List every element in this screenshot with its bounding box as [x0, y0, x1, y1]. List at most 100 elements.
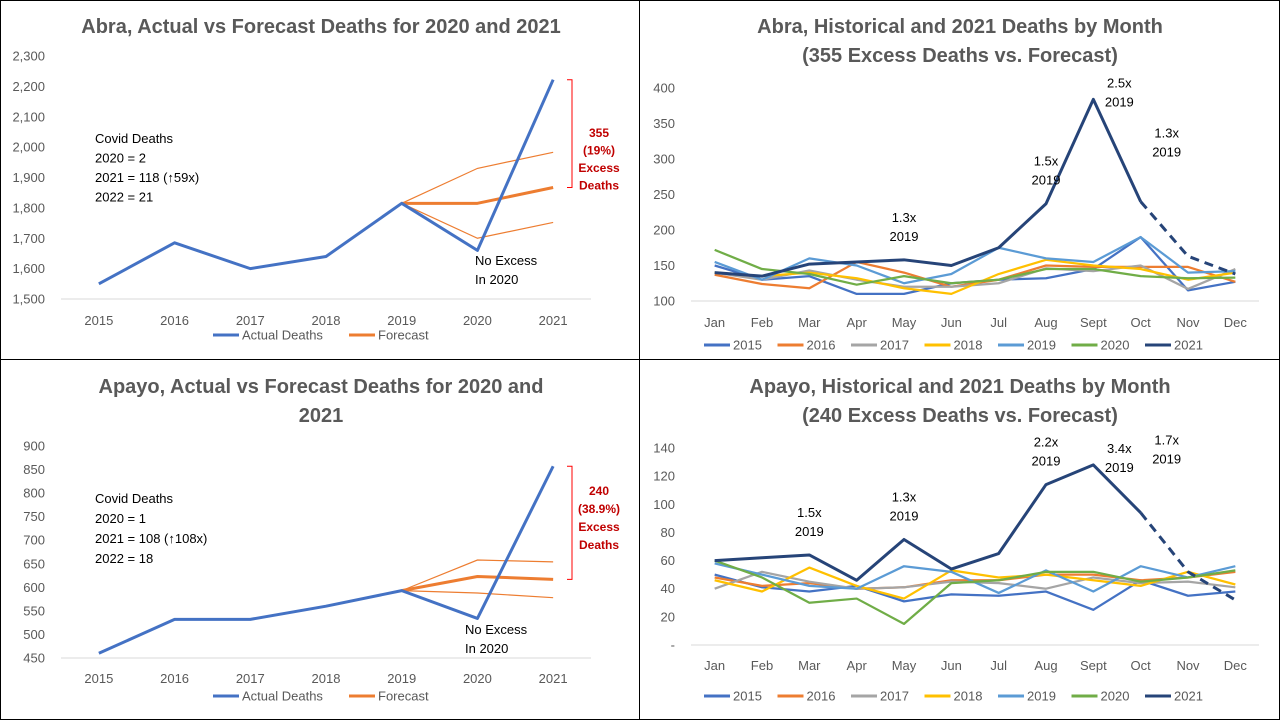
- covid-deaths-note: Covid Deaths: [95, 491, 174, 506]
- legend-label: 2019: [1027, 338, 1056, 353]
- x-tick-label: Oct: [1131, 658, 1152, 673]
- series-line-2020: [714, 559, 1236, 626]
- y-tick-label: 100: [653, 294, 675, 309]
- x-tick-label: Apr: [847, 315, 868, 330]
- y-tick-label: 1,500: [12, 292, 45, 307]
- chart-title: (240 Excess Deaths vs. Forecast): [802, 405, 1118, 427]
- excess-bracket: [567, 79, 573, 189]
- ratio-annotation: 2019: [1105, 94, 1134, 109]
- chart-title: (355 Excess Deaths vs. Forecast): [802, 45, 1118, 67]
- y-tick-label: 200: [653, 223, 675, 238]
- covid-deaths-note: 2022 = 21: [95, 190, 153, 205]
- y-tick-label: 900: [23, 439, 45, 454]
- chart-svg: Apayo, Historical and 2021 Deaths by Mon…: [653, 376, 1259, 704]
- x-tick-label: May: [892, 658, 917, 673]
- legend-label: Forecast: [378, 689, 429, 704]
- y-tick-label: 400: [653, 81, 675, 96]
- y-tick-label: 20: [661, 609, 675, 624]
- legend-label: 2017: [880, 689, 909, 704]
- ratio-annotation: 2019: [1152, 452, 1181, 467]
- forecast-bound-line: [401, 202, 554, 239]
- no-excess-annotation: No Excess: [465, 622, 528, 637]
- y-tick-label: 800: [23, 486, 45, 501]
- x-tick-label: 2020: [463, 313, 492, 328]
- y-tick-label: 700: [23, 533, 45, 548]
- y-tick-label: 60: [661, 553, 675, 568]
- ratio-annotation: 1.5x: [797, 505, 822, 520]
- y-tick-label: -: [671, 638, 675, 653]
- excess-deaths-label: 355: [589, 126, 609, 140]
- ratio-annotation: 2019: [890, 508, 919, 523]
- x-tick-label: 2018: [312, 671, 341, 686]
- excess-deaths-label: 240: [589, 484, 609, 498]
- excess-deaths-label: Excess: [578, 161, 620, 175]
- x-tick-label: Sept: [1080, 315, 1107, 330]
- y-tick-label: 2,100: [12, 109, 45, 124]
- x-tick-label: Sept: [1080, 658, 1107, 673]
- chart-panel-abra-annual: Abra, Actual vs Forecast Deaths for 2020…: [0, 0, 641, 361]
- ratio-annotation: 2.2x: [1034, 435, 1059, 450]
- forecast-line: [401, 186, 554, 205]
- x-tick-label: Dec: [1224, 315, 1248, 330]
- x-tick-label: Jul: [990, 315, 1007, 330]
- legend-label: 2018: [954, 338, 983, 353]
- x-tick-label: Jan: [704, 658, 725, 673]
- y-tick-label: 450: [23, 651, 45, 666]
- y-tick-label: 500: [23, 627, 45, 642]
- series-line-2019: [714, 235, 1236, 285]
- excess-deaths-label: (19%): [583, 144, 615, 158]
- y-tick-label: 850: [23, 462, 45, 477]
- x-tick-label: 2021: [539, 313, 568, 328]
- x-tick-label: 2017: [236, 671, 265, 686]
- legend-label: Actual Deaths: [242, 328, 323, 343]
- legend-label: 2021: [1174, 338, 1203, 353]
- chart-title: 2021: [299, 405, 344, 427]
- legend-label: 2016: [807, 689, 836, 704]
- legend-label: 2020: [1101, 338, 1130, 353]
- x-tick-label: Aug: [1034, 658, 1057, 673]
- covid-deaths-note: 2020 = 2: [95, 151, 146, 166]
- actual-deaths-line: [98, 79, 555, 286]
- series-forecast-dashed-2021: [1139, 200, 1236, 276]
- series-line-2021: [714, 97, 1143, 278]
- excess-deaths-label: Deaths: [579, 538, 619, 552]
- y-tick-label: 600: [23, 580, 45, 595]
- y-tick-label: 250: [653, 187, 675, 202]
- x-tick-label: Mar: [798, 658, 821, 673]
- x-tick-label: 2015: [84, 671, 113, 686]
- x-tick-label: 2019: [387, 313, 416, 328]
- ratio-annotation: 2019: [1032, 173, 1061, 188]
- excess-bracket: [567, 465, 573, 580]
- legend-label: Forecast: [378, 328, 429, 343]
- legend-label: 2019: [1027, 689, 1056, 704]
- x-tick-label: Nov: [1176, 658, 1200, 673]
- x-tick-label: Mar: [798, 315, 821, 330]
- x-tick-label: 2016: [160, 313, 189, 328]
- x-tick-label: Jul: [990, 658, 1007, 673]
- x-tick-label: Oct: [1131, 315, 1152, 330]
- ratio-annotation: 1.7x: [1154, 433, 1179, 448]
- covid-deaths-note: 2021 = 118 (↑59x): [95, 170, 199, 185]
- y-tick-label: 40: [661, 581, 675, 596]
- legend-label: 2018: [954, 689, 983, 704]
- x-tick-label: Feb: [751, 315, 773, 330]
- y-tick-label: 140: [653, 441, 675, 456]
- ratio-annotation: 2019: [1152, 145, 1181, 160]
- chart-title: Apayo, Historical and 2021 Deaths by Mon…: [749, 376, 1170, 398]
- forecast-bound-line: [401, 590, 554, 599]
- forecast-bound-line: [401, 559, 554, 592]
- legend-label: 2015: [733, 338, 762, 353]
- series-forecast-dashed-2021: [1139, 511, 1237, 602]
- no-excess-annotation: In 2020: [465, 641, 508, 656]
- series-line-2021: [714, 463, 1142, 582]
- ratio-annotation: 2019: [890, 229, 919, 244]
- covid-deaths-note: Covid Deaths: [95, 131, 174, 146]
- x-tick-label: Apr: [847, 658, 868, 673]
- ratio-annotation: 2019: [1105, 460, 1134, 475]
- no-excess-annotation: In 2020: [475, 272, 518, 287]
- covid-deaths-note: 2022 = 18: [95, 551, 153, 566]
- x-tick-label: 2019: [387, 671, 416, 686]
- y-tick-label: 300: [653, 152, 675, 167]
- x-tick-label: 2017: [236, 313, 265, 328]
- x-tick-label: 2016: [160, 671, 189, 686]
